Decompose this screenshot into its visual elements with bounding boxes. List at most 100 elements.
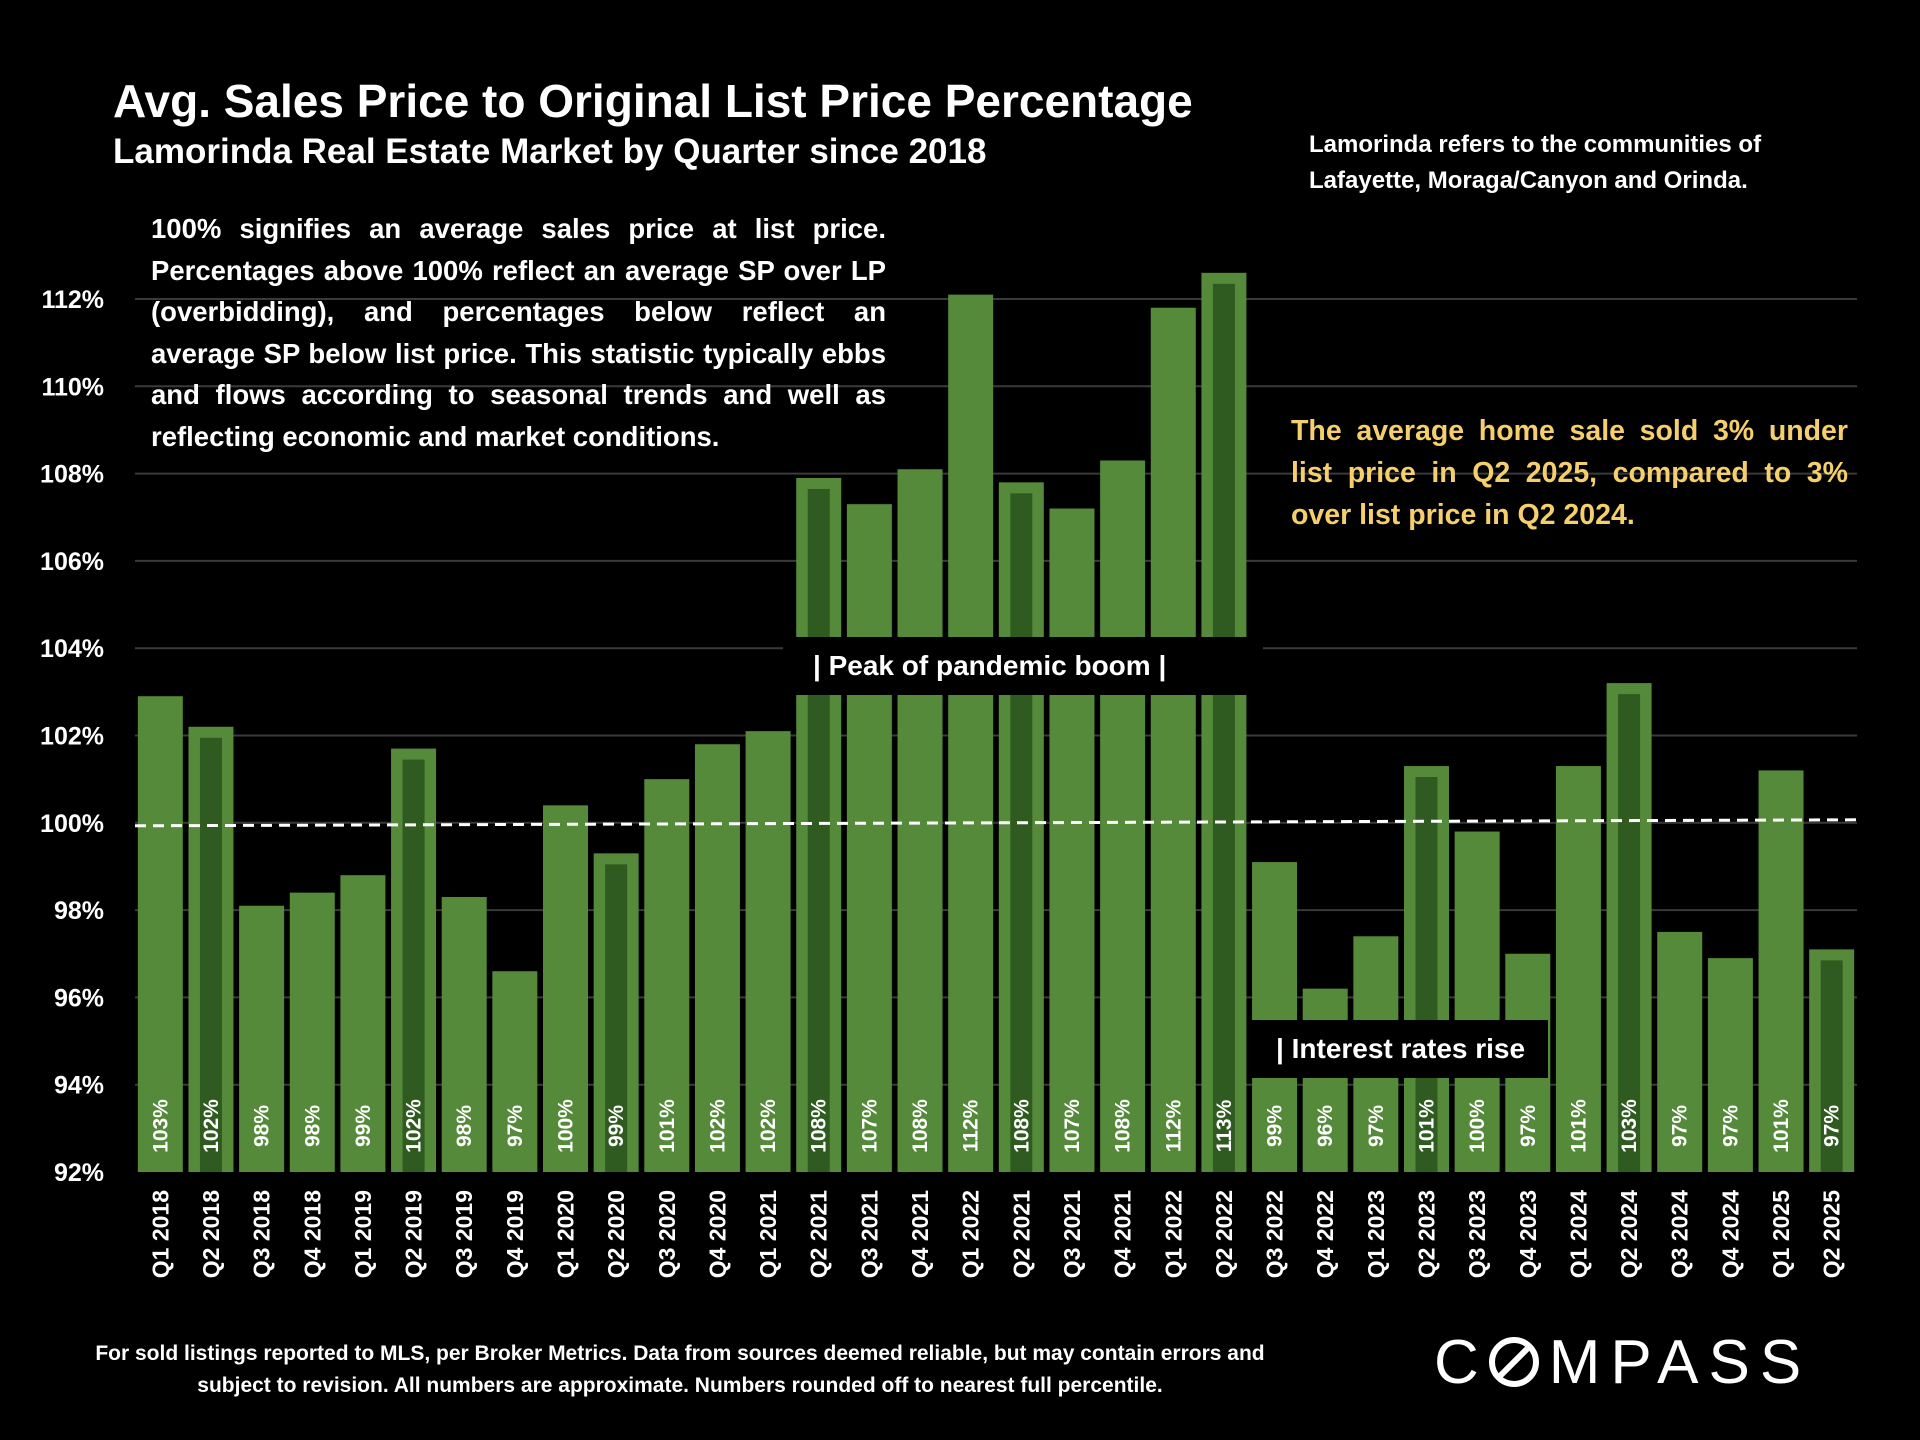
data-label: 97% (1821, 1105, 1844, 1147)
x-tick-label: Q4 2018 (299, 1190, 325, 1278)
bar-q2-highlight (807, 488, 830, 1173)
bar (289, 892, 335, 1172)
y-tick-label: 98% (54, 897, 104, 925)
data-labels: 103% 102% 98% 98% 99% 102% 98% 97% 100% 99% 101% 10… (149, 1099, 1843, 1153)
bar (492, 971, 538, 1172)
bar (1252, 862, 1298, 1172)
x-axis-ticks: Q1 2018 Q2 2018 Q3 2018 Q4 2018 Q1 2019 Q2 20… (147, 1190, 1844, 1278)
x-tick-label: Q3 2024 (1667, 1190, 1693, 1278)
data-label: 97% (1517, 1105, 1540, 1147)
y-tick-label: 92% (54, 1159, 104, 1187)
footer-disclaimer: For sold listings reported to MLS, per B… (95, 1342, 1265, 1397)
bar (441, 897, 487, 1172)
data-label: 102% (403, 1099, 426, 1153)
data-label: 108% (1112, 1099, 1135, 1153)
x-tick-label: Q4 2023 (1515, 1190, 1541, 1278)
bar (694, 744, 740, 1172)
compass-o-icon (1488, 1337, 1539, 1387)
bar-q2-highlight (1618, 694, 1641, 1172)
x-tick-label: Q4 2019 (502, 1190, 528, 1278)
x-tick-label: Q2 2022 (1211, 1190, 1237, 1278)
data-label: 99% (605, 1105, 628, 1147)
x-tick-label: Q3 2022 (1262, 1190, 1288, 1278)
bar (1657, 931, 1703, 1172)
data-label: 113% (1213, 1099, 1236, 1152)
data-label: 100% (555, 1099, 578, 1153)
y-tick-label: 96% (54, 984, 104, 1012)
data-label: 101% (1567, 1099, 1590, 1153)
x-tick-label: Q2 2020 (603, 1190, 629, 1278)
x-tick-label: Q3 2018 (249, 1190, 275, 1278)
bar (137, 696, 183, 1172)
data-label: 101% (1416, 1099, 1439, 1153)
bar (1454, 831, 1500, 1172)
data-label: 101% (1770, 1099, 1793, 1153)
chart-title: Avg. Sales Price to Original List Price … (113, 75, 1193, 127)
x-tick-label: Q4 2024 (1717, 1190, 1743, 1278)
bar (948, 294, 994, 1172)
y-tick-label: 110% (41, 373, 104, 401)
y-tick-label: 100% (40, 810, 104, 838)
y-tick-label: 108% (40, 461, 104, 489)
data-label: 99% (1264, 1105, 1287, 1147)
data-label: 98% (251, 1105, 274, 1147)
data-label: 97% (1365, 1105, 1388, 1147)
bar (1150, 307, 1196, 1173)
data-label: 112% (1162, 1099, 1185, 1152)
explanation-text: 100% signifies an average sales price at… (151, 213, 886, 452)
bar-q2-highlight (199, 737, 222, 1172)
data-label: 99% (352, 1105, 375, 1147)
y-tick-label: 104% (40, 635, 104, 663)
x-tick-label: Q3 2020 (654, 1190, 680, 1278)
x-tick-label: Q4 2021 (1110, 1190, 1136, 1278)
data-label: 101% (656, 1099, 679, 1153)
data-label: 108% (808, 1099, 831, 1153)
data-label: 107% (1061, 1099, 1084, 1153)
x-tick-label: Q1 2021 (755, 1190, 781, 1278)
x-tick-label: Q1 2022 (1160, 1190, 1186, 1278)
y-tick-label: 102% (40, 723, 104, 751)
interest-rates-annotation: | Interest rates rise (1252, 1020, 1548, 1078)
bar-q2-highlight (1212, 283, 1235, 1172)
bar (897, 469, 943, 1172)
x-tick-label: Q1 2018 (147, 1190, 173, 1278)
data-label: 100% (1466, 1099, 1489, 1153)
x-tick-label: Q1 2025 (1768, 1190, 1794, 1278)
bar (543, 805, 588, 1172)
bar-q2-highlight (1010, 493, 1033, 1173)
data-label: 97% (1719, 1105, 1742, 1147)
x-tick-label: Q3 2019 (451, 1190, 477, 1278)
x-tick-label: Q4 2020 (704, 1190, 730, 1278)
data-label: 97% (504, 1105, 527, 1147)
data-label: 102% (200, 1099, 223, 1153)
x-tick-label: Q1 2023 (1363, 1190, 1389, 1278)
x-tick-label: Q1 2020 (553, 1190, 579, 1278)
y-axis-ticks: 92% 94% 96% 98% 100% 102% 104% 106% 108% 110% 112% (40, 286, 104, 1187)
y-tick-label: 106% (40, 548, 104, 576)
x-tick-label: Q3 2021 (856, 1190, 882, 1278)
data-label: 112% (960, 1099, 983, 1152)
bar (1302, 988, 1348, 1172)
data-label: 108% (1010, 1099, 1033, 1153)
x-tick-label: Q1 2022 (958, 1190, 984, 1278)
y-tick-label: 112% (41, 286, 104, 314)
bar (1758, 770, 1804, 1172)
bar (1049, 508, 1095, 1172)
data-label: 97% (1669, 1105, 1692, 1147)
data-label: 103% (149, 1099, 172, 1153)
x-tick-label: Q3 2021 (1059, 1190, 1085, 1278)
bar-q2-highlight (402, 759, 425, 1172)
x-tick-label: Q1 2024 (1565, 1190, 1591, 1278)
bar (644, 779, 690, 1172)
highlight-text: The average home sale sold 3% under list… (1291, 415, 1848, 531)
bar (239, 905, 285, 1172)
bar (745, 731, 791, 1172)
bar (1100, 460, 1146, 1172)
data-label: 96% (1314, 1105, 1337, 1147)
bar-q2-highlight (605, 864, 628, 1172)
y-tick-label: 94% (54, 1072, 104, 1100)
bar-q2-highlight (1820, 960, 1843, 1172)
pandemic-boom-annotation: | Peak of pandemic boom | (783, 637, 1263, 695)
data-label: 102% (757, 1099, 780, 1153)
